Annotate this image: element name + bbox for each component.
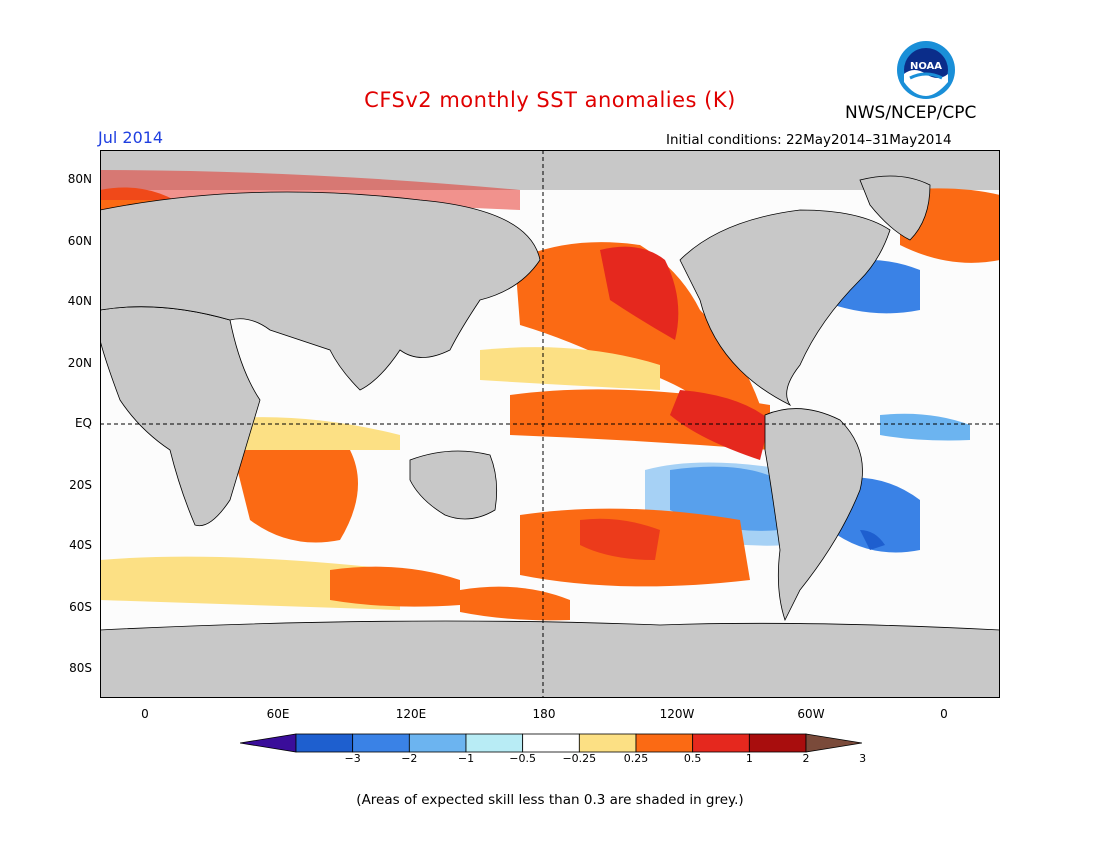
initial-conditions: Initial conditions: 22May2014–31May2014 xyxy=(666,132,952,148)
lat-label: 80S xyxy=(69,661,92,675)
sst-anomaly-map xyxy=(100,150,1000,698)
lon-label: 60W xyxy=(797,707,825,721)
lat-label: 20N xyxy=(67,356,92,370)
colorbar-label: −0.25 xyxy=(562,752,597,765)
colorbar-label: 2 xyxy=(802,752,810,765)
south-america-land xyxy=(764,408,863,622)
colorbar-label: 0.25 xyxy=(623,752,649,765)
noaa-logo: NOAA xyxy=(897,41,955,99)
colorbar-label: 1 xyxy=(745,752,753,765)
lat-label: 60S xyxy=(69,600,92,614)
lat-label: EQ xyxy=(74,416,92,430)
colorbar-label: −1 xyxy=(457,752,475,765)
lon-label: 60E xyxy=(266,707,290,721)
colorbar-label: −2 xyxy=(401,752,418,765)
lon-label: 120E xyxy=(395,707,427,721)
colorbar-label: 0.5 xyxy=(683,752,702,765)
lon-label: 180 xyxy=(532,707,556,721)
colorbar-low-arrow xyxy=(240,733,297,753)
lon-label: 120W xyxy=(659,707,695,721)
eurasia-land xyxy=(100,191,541,391)
logo-text: NOAA xyxy=(910,61,942,72)
colorbar-box xyxy=(692,733,750,753)
forecast-month: Jul 2014 xyxy=(98,128,164,147)
colorbar xyxy=(240,733,862,753)
colorbar-box xyxy=(578,733,637,753)
colorbar-box xyxy=(635,733,694,753)
lat-label: 60N xyxy=(67,234,92,248)
lat-label: 40N xyxy=(67,294,92,308)
lon-label: 0 xyxy=(141,707,149,721)
colorbar-box xyxy=(295,733,354,753)
lat-label: 20S xyxy=(69,478,92,492)
colorbar-box xyxy=(408,733,467,753)
map-title: CFSv2 monthly SST anomalies (K) xyxy=(364,88,736,112)
continents xyxy=(100,175,1000,698)
colorbar-box xyxy=(748,733,807,753)
colorbar-high-arrow xyxy=(805,733,862,753)
agency-label: NWS/NCEP/CPC xyxy=(845,103,977,123)
colorbar-label: 3 xyxy=(859,752,867,765)
colorbar-box xyxy=(352,733,410,753)
colorbar-label: −3 xyxy=(344,752,361,765)
skill-note: (Areas of expected skill less than 0.3 a… xyxy=(356,792,744,808)
colorbar-box xyxy=(522,733,580,753)
colorbar-label: −0.5 xyxy=(509,752,537,765)
antarctica-land xyxy=(100,620,1000,698)
north-america-land xyxy=(679,209,891,407)
greenland-land xyxy=(859,175,931,241)
colorbar-box xyxy=(465,733,524,753)
lat-label: 40S xyxy=(69,538,92,552)
lon-label: 0 xyxy=(940,707,948,721)
australia-land xyxy=(409,450,498,520)
lat-label: 80N xyxy=(67,172,92,186)
